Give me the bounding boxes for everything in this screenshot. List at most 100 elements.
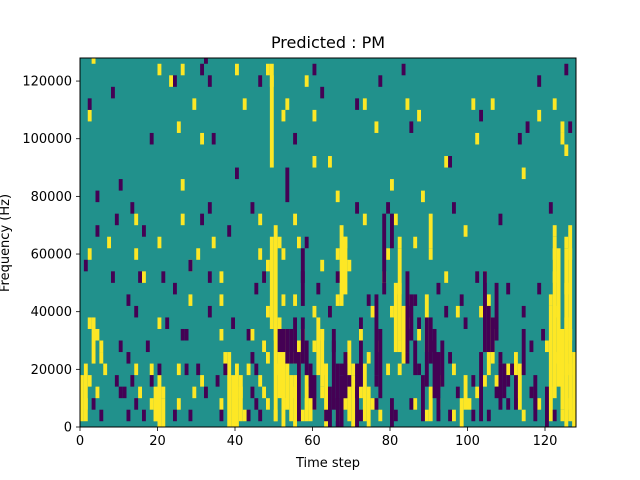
heatmap-cell-low (374, 398, 379, 410)
heatmap-cell-low (126, 409, 131, 422)
heatmap-cell-high (564, 317, 569, 329)
heatmap-cell-low (149, 132, 154, 145)
heatmap-cell-high (188, 294, 193, 306)
heatmap-cell-high (95, 328, 100, 341)
heatmap-cell-low (188, 409, 193, 422)
heatmap-cell-high (134, 213, 139, 226)
heatmap-cell-high (297, 236, 301, 249)
heatmap-cell-low (525, 121, 530, 133)
heatmap-cell-low (246, 409, 251, 422)
heatmap-cell-low (145, 340, 150, 353)
heatmap-cell-low (331, 328, 336, 410)
heatmap-cell-low (285, 328, 290, 364)
heatmap-cell-high (475, 386, 480, 399)
heatmap-cell-low (459, 294, 464, 306)
heatmap-cell-low (149, 375, 154, 387)
heatmap-cell-high (324, 363, 329, 427)
heatmap-cell-high (452, 363, 456, 376)
heatmap-cell-high (568, 248, 573, 260)
x-tick-label: 120 (533, 434, 558, 449)
heatmap-cell-high (397, 236, 402, 249)
heatmap-cell-high (281, 398, 286, 410)
heatmap-cell-high (397, 340, 402, 353)
heatmap-cell-high (277, 317, 282, 399)
heatmap-cell-low (436, 282, 441, 295)
heatmap-cell-high (157, 375, 162, 427)
heatmap-cell-high (83, 363, 88, 422)
heatmap-cell-low (227, 225, 232, 237)
heatmap-cell-low (545, 386, 549, 427)
heatmap-cell-high (219, 328, 224, 341)
heatmap-cell-low (320, 86, 325, 99)
heatmap-cell-high (293, 375, 298, 427)
heatmap-cell-low (258, 75, 263, 87)
heatmap-cell-high (281, 294, 286, 306)
y-tick-label: 40000 (31, 305, 72, 320)
heatmap-cell-low (529, 386, 534, 399)
plot-frame (79, 57, 577, 428)
heatmap-cell-high (266, 398, 270, 410)
heatmap-cell-low (165, 317, 170, 329)
heatmap-cell-high (335, 248, 340, 260)
heatmap-cell-low (409, 398, 414, 410)
heatmap-cell-low (161, 271, 166, 283)
heatmap-cell-high (552, 225, 557, 237)
heatmap-cell-low (483, 271, 487, 353)
heatmap-cell-high (556, 352, 561, 364)
heatmap-cell-high (366, 352, 371, 364)
heatmap-cell-low (552, 409, 557, 422)
heatmap-cell-high (176, 121, 181, 133)
heatmap-cell-high (459, 398, 464, 427)
heatmap-cell-high (149, 398, 154, 410)
y-tick-label: 60000 (31, 248, 72, 263)
y-axis: 0 20000 40000 60000 80000 100000 120000 (22, 75, 80, 436)
heatmap-cell-high (444, 156, 449, 168)
heatmap-cell-high (471, 98, 476, 110)
heatmap-cell-low (331, 340, 336, 353)
heatmap-cell-high (293, 294, 298, 306)
y-tick-label: 0 (64, 421, 72, 436)
heatmap-cell-low (537, 75, 542, 87)
heatmap-cell-low (421, 375, 425, 422)
heatmap-cell-high (428, 386, 433, 422)
heatmap-cell-high (572, 409, 577, 422)
heatmap-cell-low (428, 317, 433, 364)
heatmap-cell-low (231, 317, 236, 329)
heatmap-cell-high (219, 294, 224, 306)
heatmap-cells (80, 58, 577, 427)
heatmap-cell-high (366, 386, 371, 427)
heatmap-cell-low (514, 375, 518, 410)
heatmap-cell-low (382, 282, 387, 295)
heatmap-cell-low (413, 340, 418, 376)
heatmap-cell-low (289, 328, 294, 364)
heatmap-cell-high (455, 305, 460, 318)
y-axis-label: Frequency (Hz) (0, 194, 13, 292)
heatmap-cell-low (374, 294, 379, 376)
heatmap-cell-high (393, 213, 398, 226)
heatmap-cell-low (142, 225, 146, 237)
heatmap-cell-low (506, 398, 511, 410)
heatmap-cell-high (312, 156, 317, 168)
heatmap-cell-low (184, 363, 189, 376)
heatmap-cell-low (529, 340, 534, 353)
heatmap-cell-low (486, 409, 491, 422)
heatmap-cell-low (355, 98, 360, 110)
heatmap-cell-high (258, 213, 263, 226)
heatmap-cell-low (378, 75, 383, 87)
y-tick-label: 100000 (22, 132, 72, 147)
heatmap-cell-low (448, 352, 453, 364)
heatmap-cell-low (211, 132, 216, 145)
heatmap-cell-high (490, 98, 495, 110)
heatmap-cell-high (281, 248, 286, 260)
heatmap-cell-low (568, 121, 573, 133)
heatmap-cell-low (126, 294, 131, 306)
heatmap-cell-low (390, 398, 394, 427)
heatmap-cell-low (118, 340, 123, 353)
heatmap-cell-high (180, 213, 185, 226)
heatmap-cell-low (339, 363, 344, 376)
heatmap-cell-high (475, 132, 480, 145)
heatmap-cell-low (207, 75, 212, 87)
heatmap-cell-low (409, 294, 414, 341)
heatmap-cell-high (568, 225, 573, 422)
heatmap-cell-high (328, 156, 332, 168)
